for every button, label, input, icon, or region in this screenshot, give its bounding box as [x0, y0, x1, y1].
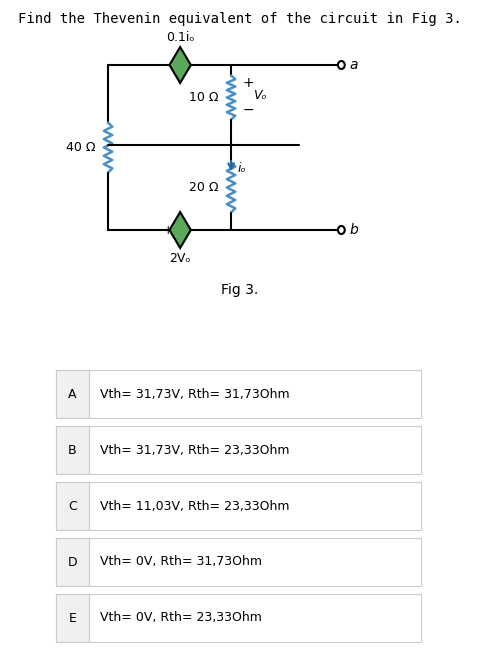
Bar — [57, 370, 89, 418]
Bar — [57, 594, 89, 642]
Text: 40 Ω: 40 Ω — [66, 141, 96, 154]
Text: Vth= 0V, Rth= 31,73Ohm: Vth= 0V, Rth= 31,73Ohm — [101, 555, 262, 569]
Text: B: B — [68, 444, 77, 456]
Polygon shape — [170, 212, 191, 248]
Text: −: − — [185, 224, 195, 237]
Bar — [57, 426, 421, 474]
Text: a: a — [350, 58, 358, 72]
Circle shape — [338, 226, 345, 234]
Text: Vth= 0V, Rth= 23,33Ohm: Vth= 0V, Rth= 23,33Ohm — [101, 612, 262, 624]
Text: Fig 3.: Fig 3. — [221, 283, 258, 297]
Bar — [57, 538, 89, 586]
Text: Find the Thevenin equivalent of the circuit in Fig 3.: Find the Thevenin equivalent of the circ… — [18, 12, 461, 26]
Text: 20 Ω: 20 Ω — [189, 181, 218, 194]
Text: Vth= 31,73V, Rth= 23,33Ohm: Vth= 31,73V, Rth= 23,33Ohm — [101, 444, 290, 456]
Text: +: + — [163, 224, 173, 237]
Polygon shape — [170, 47, 191, 83]
Text: A: A — [68, 387, 77, 401]
Text: C: C — [68, 500, 77, 513]
Text: b: b — [350, 223, 359, 237]
Text: Vth= 31,73V, Rth= 31,73Ohm: Vth= 31,73V, Rth= 31,73Ohm — [101, 387, 290, 401]
Bar — [57, 594, 421, 642]
Bar — [57, 370, 421, 418]
Bar — [57, 538, 421, 586]
Text: E: E — [68, 612, 76, 624]
Text: Vₒ: Vₒ — [253, 89, 267, 102]
Text: −: − — [243, 103, 254, 117]
Circle shape — [338, 61, 345, 69]
Text: Vth= 11,03V, Rth= 23,33Ohm: Vth= 11,03V, Rth= 23,33Ohm — [101, 500, 290, 513]
Text: iₒ: iₒ — [238, 161, 247, 174]
Text: D: D — [68, 555, 77, 569]
Bar — [57, 482, 89, 530]
Text: 2Vₒ: 2Vₒ — [170, 251, 191, 265]
Bar — [57, 426, 89, 474]
Text: 10 Ω: 10 Ω — [189, 91, 218, 104]
Bar — [57, 482, 421, 530]
Text: 0.1iₒ: 0.1iₒ — [166, 31, 194, 44]
Text: +: + — [243, 76, 254, 90]
